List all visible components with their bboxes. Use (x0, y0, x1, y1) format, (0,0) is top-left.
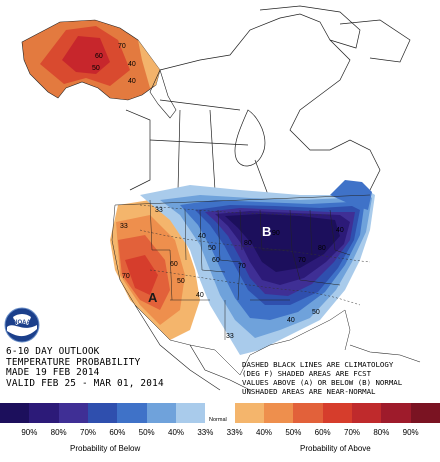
noaa-logo-icon: NOAA (4, 307, 40, 343)
west-label-50: 50 (177, 278, 185, 285)
legend-labels: 90% 80% 70% 60% 50% 40% 33% 33% 40% 50% 60% 70% 80% 9… (0, 428, 440, 440)
outlook-valid-dates: VALID FEB 25 - MAR 01, 2014 (6, 377, 164, 389)
alaska-label-50: 50 (92, 65, 100, 72)
legend-swatch (234, 403, 264, 423)
legend-label: 50% (285, 428, 302, 437)
central-label-70: 70 (238, 263, 246, 270)
alaska-label-40: 40 (128, 61, 136, 68)
legend-swatch (29, 403, 59, 423)
legend-label: 90% (21, 428, 38, 437)
legend-swatch (205, 403, 235, 423)
legend-label: 40% (167, 428, 185, 437)
east-label-70: 70 (298, 257, 306, 264)
legend-label: 50% (138, 428, 155, 437)
temperature-outlook-map: 70 60 50 40 40 70 60 50 40 33 33 A 40 50… (21, 5, 421, 391)
legend-swatch (58, 403, 88, 423)
legend-label: 60% (314, 428, 331, 437)
alaska-label-70: 70 (118, 43, 126, 50)
legend-swatch (0, 403, 30, 423)
outlook-info: 6-10 DAY OUTLOOK TEMPERATURE PROBABILITY… (6, 346, 206, 389)
west-label-40: 40 (196, 292, 204, 299)
climatology-lines (139, 204, 371, 306)
outlook-title: 6-10 DAY OUTLOOK (6, 346, 100, 357)
central-label-40: 40 (198, 233, 206, 240)
legend-caption-above: Probability of Above (300, 444, 371, 453)
legend-swatch (146, 403, 176, 423)
note-line-2: (DEG F) SHADED AREAS ARE FCST (242, 369, 372, 378)
legend-label: 70% (79, 428, 97, 437)
legend-label: 80% (50, 428, 67, 437)
legend-captions: Probability of Below Normal Probability … (0, 417, 440, 458)
legend-label: 90% (402, 428, 419, 437)
central-label-80: 80 (244, 240, 252, 247)
west-label-33: 33 (155, 207, 163, 214)
south-label-50: 50 (312, 309, 320, 316)
legend-label: 80% (373, 428, 390, 437)
legend-swatch (175, 403, 206, 423)
outlook-variable: TEMPERATURE PROBABILITY (6, 356, 141, 368)
legend-label: 33% (197, 428, 214, 437)
legend-label: 60% (109, 428, 126, 437)
legend-caption-normal: Normal (209, 417, 227, 423)
legend-swatch (87, 403, 118, 423)
note-line-3: VALUES ABOVE (A) OR BELOW (B) NORMAL (242, 378, 403, 387)
legend-color-bar (0, 403, 440, 423)
alaska-region (21, 19, 177, 119)
state-boundaries (111, 194, 371, 376)
central-label-90: 90 (272, 230, 280, 237)
east-label-80: 80 (318, 245, 326, 252)
legend-caption-below: Probability of Below (70, 444, 141, 453)
outlook-made-date: MADE 19 FEB 2014 (6, 367, 100, 378)
legend-swatch (117, 403, 147, 423)
south-label-40: 40 (287, 317, 295, 324)
below-letter: B (262, 224, 271, 239)
east-label-40: 40 (336, 227, 344, 234)
west-label-33b: 33 (120, 223, 128, 230)
canada-region (125, 5, 411, 211)
mexico-region (134, 304, 421, 391)
legend-swatch (351, 403, 382, 423)
west-label-60: 60 (170, 261, 178, 268)
alaska-label-40b: 40 (128, 78, 136, 85)
above-letter: A (148, 290, 158, 305)
legend-swatch (293, 403, 323, 423)
central-label-33: 33 (226, 333, 234, 340)
alaska-label-60: 60 (95, 53, 103, 60)
west-label-70: 70 (122, 273, 130, 280)
legend-swatch (322, 403, 352, 423)
legend-label: 70% (343, 428, 361, 437)
map-labels: 70 60 50 40 40 70 60 50 40 33 33 A 40 50… (92, 43, 344, 340)
map-note: DASHED BLACK LINES ARE CLIMATOLOGY (DEG … (242, 360, 438, 396)
note-line-1: DASHED BLACK LINES ARE CLIMATOLOGY (242, 360, 394, 369)
note-line-4: UNSHADED AREAS ARE NEAR-NORMAL (242, 387, 376, 396)
east-below-region (140, 180, 375, 355)
west-above-region (110, 200, 200, 340)
legend-label: 40% (255, 428, 273, 437)
legend-swatch (381, 403, 411, 423)
central-label-60: 60 (212, 257, 220, 264)
legend-label: 33% (226, 428, 243, 437)
central-label-50: 50 (208, 245, 216, 252)
legend-swatch (263, 403, 294, 423)
noaa-logo-text: NOAA (13, 320, 31, 326)
legend-swatch (410, 403, 440, 423)
